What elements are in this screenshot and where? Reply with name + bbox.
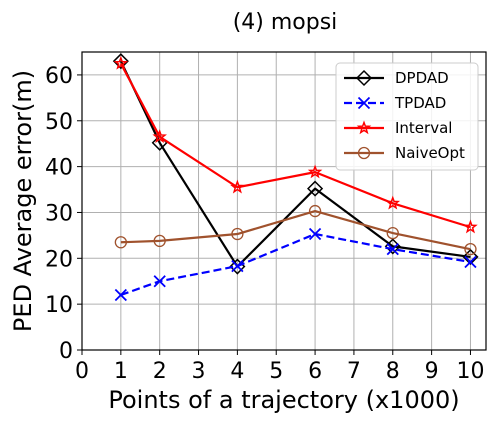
x-marker-stroke: [153, 275, 166, 288]
star-marker-shape: [463, 219, 478, 234]
circle-marker-shape: [464, 242, 477, 256]
series-interval: [113, 55, 478, 234]
data-point-tpdad: [231, 259, 244, 273]
data-point-tpdad: [386, 243, 399, 256]
data-point-dpdad: [112, 53, 129, 70]
data-point-interval: [463, 219, 478, 234]
legend-label-dpdad: DPDAD: [395, 69, 449, 87]
chart-title: (4) mopsi: [233, 10, 338, 35]
x-tick-label: 9: [425, 359, 439, 384]
data-point-interval: [385, 195, 401, 210]
data-point-tpdad: [114, 288, 127, 302]
diamond-marker-shape: [355, 69, 373, 87]
x-marker-stroke: [386, 243, 399, 256]
circle-marker-shape: [357, 146, 371, 160]
x-marker-stroke: [464, 255, 477, 269]
x-marker-stroke: [308, 227, 322, 241]
x-marker-stroke: [231, 259, 244, 273]
y-axis-label: PED Average error(m): [9, 70, 37, 332]
diamond-marker-shape: [307, 180, 324, 197]
legend: DPDAD TPDAD Interval NaiveOpt: [335, 62, 479, 171]
legend-label-interval: Interval: [395, 119, 452, 137]
y-tick-label: 60: [45, 64, 73, 89]
x-tick-label: 8: [386, 359, 400, 384]
series-line-naiveopt: [120, 209, 471, 251]
y-tick-label: 20: [45, 247, 73, 272]
series-lines: [112, 53, 479, 302]
x-tick-label: 10: [456, 359, 484, 384]
data-point-naiveopt: [308, 204, 322, 218]
series-line-tpdad: [120, 232, 471, 297]
legend-marker-interval: [356, 120, 372, 135]
legend-label-tpdad: TPDAD: [394, 94, 446, 112]
legend-box: [335, 62, 479, 171]
plot-area-frame: [81, 51, 487, 351]
x-tick-label: 1: [114, 359, 128, 384]
x-tick-label: 4: [230, 359, 244, 384]
x-tick-label: 6: [308, 359, 322, 384]
legend-label-naiveopt: NaiveOpt: [395, 144, 465, 162]
data-point-naiveopt: [153, 234, 166, 248]
legend-entry-naiveopt: NaiveOpt: [344, 144, 465, 162]
diamond-marker-shape: [462, 248, 479, 265]
x-tick-label: 0: [75, 359, 89, 384]
data-point-dpdad: [307, 180, 324, 197]
series-tpdad: [114, 227, 477, 302]
legend-marker-dpdad: [355, 69, 373, 87]
x-axis-label: Points of a trajectory (x1000): [108, 386, 459, 414]
circle-marker-shape: [308, 204, 322, 218]
y-tick-label: 50: [45, 110, 73, 135]
star-marker-shape: [113, 55, 129, 70]
circle-marker-shape: [386, 226, 399, 240]
y-tick-label: 30: [45, 201, 73, 226]
data-point-interval: [113, 55, 129, 70]
data-point-tpdad: [464, 255, 477, 269]
circle-marker-shape: [153, 234, 166, 248]
data-point-naiveopt: [114, 236, 127, 249]
x-tick-label: 2: [153, 359, 167, 384]
star-marker-shape: [230, 179, 245, 194]
y-tick-label: 40: [45, 156, 73, 181]
legend-entries: DPDAD TPDAD Interval NaiveOpt: [344, 69, 465, 162]
x-marker-stroke: [357, 96, 371, 110]
series-line-interval: [119, 62, 471, 229]
data-point-interval: [230, 179, 245, 194]
star-marker-shape: [152, 129, 167, 143]
star-marker-shape: [356, 120, 372, 135]
y-tick-label: 0: [59, 339, 73, 364]
legend-entry-dpdad: DPDAD: [344, 69, 449, 87]
star-marker-shape: [385, 195, 401, 210]
data-point-tpdad: [153, 275, 166, 288]
data-point-naiveopt: [386, 226, 399, 240]
x-tick-label: 3: [192, 359, 206, 384]
circle-marker-shape: [231, 227, 244, 241]
circle-marker-shape: [114, 236, 127, 249]
legend-entry-tpdad: TPDAD: [344, 94, 446, 112]
data-point-dpdad: [462, 248, 479, 265]
y-tick-label: 10: [45, 293, 73, 318]
x-marker-stroke: [114, 288, 127, 302]
x-tick-label: 5: [269, 359, 283, 384]
legend-marker-naiveopt: [357, 146, 371, 160]
data-point-naiveopt: [464, 242, 477, 256]
series-naiveopt: [114, 204, 477, 256]
series-line-dpdad: [119, 60, 471, 268]
legend-marker-tpdad: [357, 96, 371, 110]
x-tick-label: 7: [347, 359, 361, 384]
data-point-interval: [307, 164, 323, 179]
legend-entry-interval: Interval: [344, 119, 452, 137]
data-point-naiveopt: [231, 227, 244, 241]
diamond-marker-shape: [112, 53, 129, 70]
star-marker-shape: [307, 164, 323, 179]
data-point-interval: [152, 129, 167, 143]
data-point-tpdad: [308, 227, 322, 241]
